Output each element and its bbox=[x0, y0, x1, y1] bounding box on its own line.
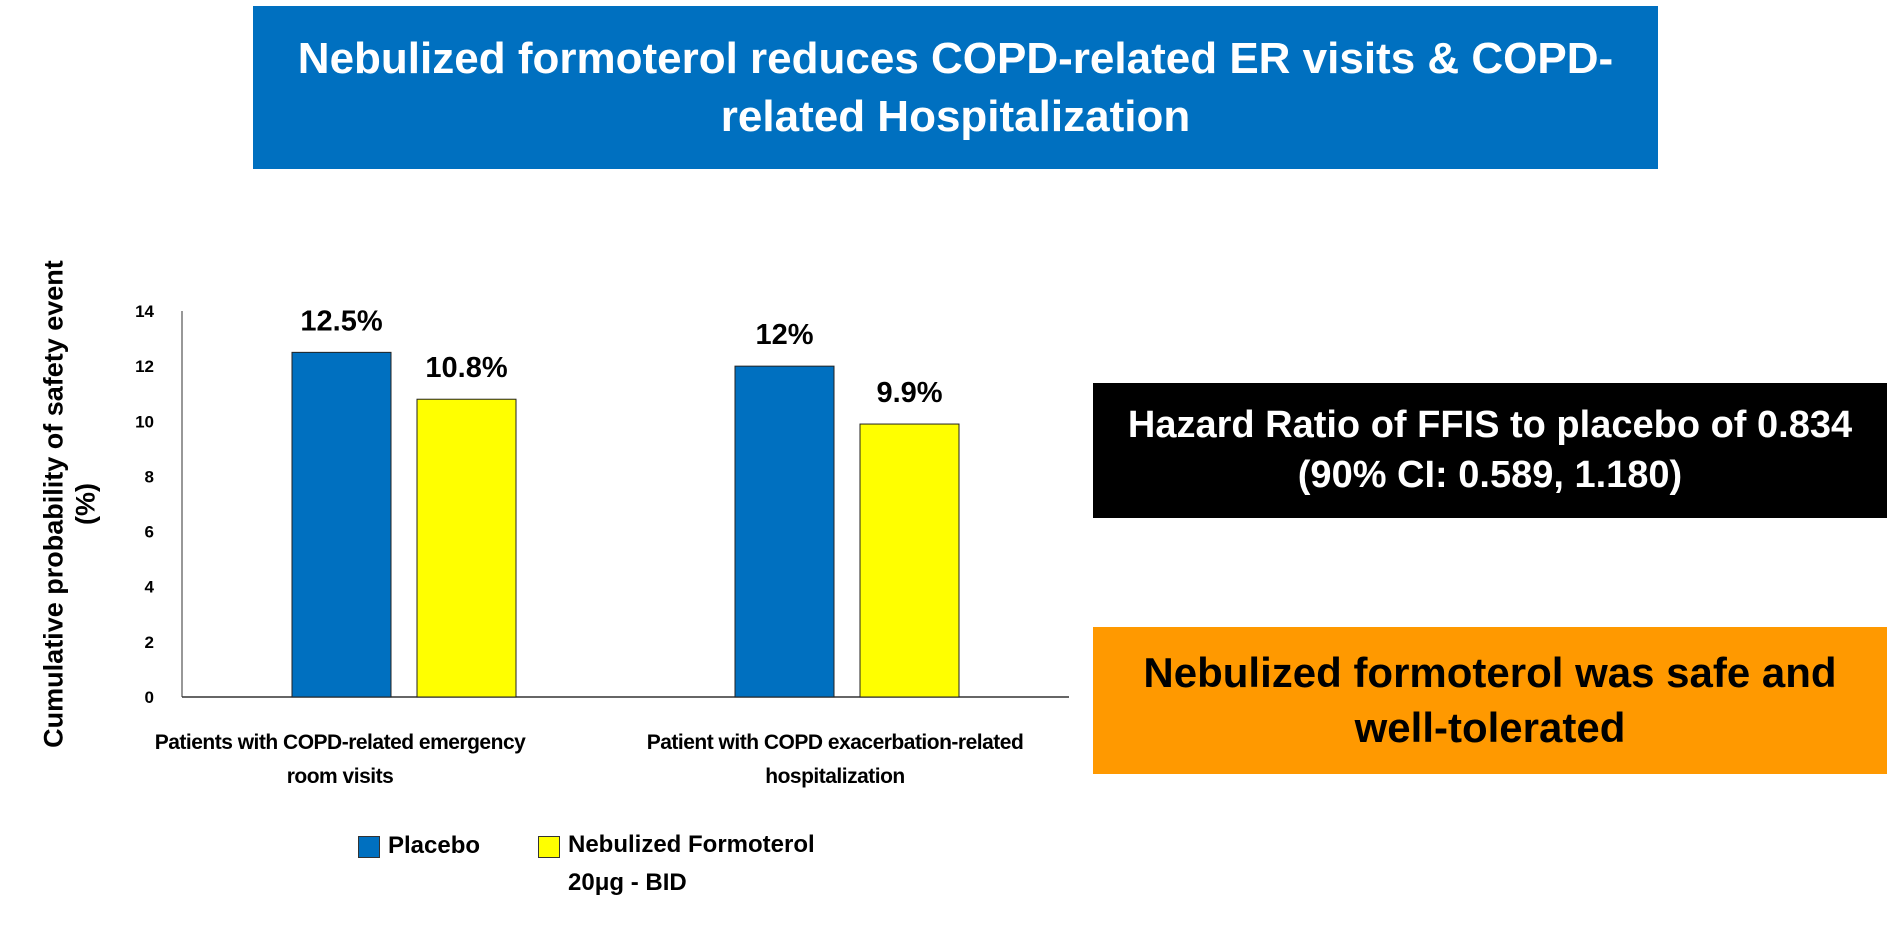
legend-item-placebo: Placebo bbox=[358, 832, 480, 860]
category-label: Patients with COPD-related emergency roo… bbox=[154, 731, 526, 788]
legend-label: Placebo bbox=[388, 832, 481, 859]
data-label: 10.8% bbox=[425, 352, 507, 384]
category-label: Patient with COPD exacerbation-related h… bbox=[646, 731, 1024, 788]
legend-item-formoterol: Nebulized Formoterol 20μg - BID bbox=[538, 831, 815, 902]
legend-swatch bbox=[538, 836, 560, 858]
y-tick-label: 14 bbox=[135, 302, 154, 321]
bar bbox=[291, 351, 392, 698]
bar bbox=[734, 365, 835, 698]
data-label: 9.9% bbox=[876, 377, 942, 409]
legend-swatch bbox=[358, 836, 380, 858]
y-tick-label: 10 bbox=[135, 412, 154, 431]
y-tick-label: 12 bbox=[135, 357, 154, 376]
data-label: 12.5% bbox=[300, 305, 382, 337]
legend-label: Nebulized Formoterol bbox=[568, 831, 815, 858]
legend-label-sub: 20μg - BID bbox=[568, 869, 687, 896]
hazard-ratio-box: Hazard Ratio of FFIS to placebo of 0.834… bbox=[1093, 383, 1887, 518]
y-tick-label: 0 bbox=[145, 688, 154, 707]
title-banner: Nebulized formoterol reduces COPD-relate… bbox=[253, 6, 1658, 169]
bar-chart: 0 2 4 6 8 10 12 14 12.5% 10.8% 12% 9.9% bbox=[135, 302, 1069, 707]
y-tick-label: 4 bbox=[145, 578, 155, 597]
safety-box: Nebulized formoterol was safe and well-t… bbox=[1093, 627, 1887, 774]
bar bbox=[859, 423, 960, 698]
y-tick-label: 2 bbox=[145, 633, 154, 652]
y-tick-label: 8 bbox=[145, 467, 154, 486]
y-tick-label: 6 bbox=[145, 523, 154, 542]
bar bbox=[416, 398, 517, 698]
data-label: 12% bbox=[755, 319, 813, 351]
